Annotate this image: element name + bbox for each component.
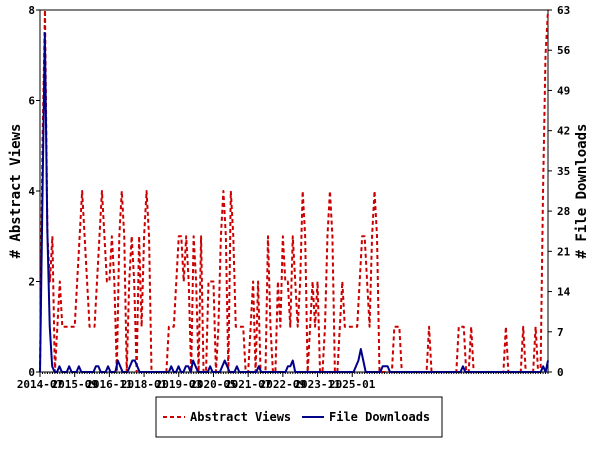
- y-right-tick-label: 63: [557, 4, 570, 17]
- x-tick-label: 2025-01: [329, 378, 376, 391]
- y-axis-right-title: # File Downloads: [574, 124, 590, 259]
- x-tick-label: 2014-07: [17, 378, 63, 391]
- y-left-tick-label: 6: [28, 95, 35, 108]
- legend-label-abstract-views: Abstract Views: [190, 410, 291, 424]
- y-right-tick-label: 7: [557, 326, 564, 339]
- x-tick-label: 2021-07: [225, 378, 271, 391]
- y-right-tick-label: 21: [557, 245, 571, 258]
- x-tick-label: 2015-09: [52, 378, 98, 391]
- y-axis-left-title: # Abstract Views: [8, 124, 24, 259]
- series-abstract-views-line: [39, 9, 549, 373]
- axes: 024680714212835424956632014-072015-09201…: [17, 4, 571, 391]
- x-tick-label: 2018-01: [121, 378, 168, 391]
- x-tick-label: 2022-09: [260, 378, 306, 391]
- y-right-tick-label: 56: [557, 44, 571, 57]
- y-left-tick-label: 2: [28, 276, 35, 289]
- x-tick-label: 2020-05: [190, 378, 236, 391]
- y-left-tick-label: 0: [28, 366, 35, 379]
- plot-area: [39, 9, 549, 373]
- y-right-tick-label: 35: [557, 165, 570, 178]
- y-right-tick-label: 28: [557, 205, 570, 218]
- legend: Abstract Views File Downloads: [155, 396, 443, 438]
- legend-box: [155, 396, 443, 438]
- y-right-tick-label: 0: [557, 366, 564, 379]
- y-right-tick-label: 49: [557, 84, 570, 97]
- legend-label-file-downloads: File Downloads: [329, 410, 430, 424]
- y-left-tick-label: 8: [28, 4, 35, 17]
- x-tick-label: 2016-11: [86, 378, 133, 391]
- y-right-tick-label: 42: [557, 125, 570, 138]
- y-right-tick-label: 14: [557, 286, 571, 299]
- x-tick-label: 2019-03: [156, 378, 202, 391]
- y-left-tick-label: 4: [28, 185, 35, 198]
- plot-frame: [39, 9, 549, 373]
- x-tick-label: 2023-11: [294, 378, 341, 391]
